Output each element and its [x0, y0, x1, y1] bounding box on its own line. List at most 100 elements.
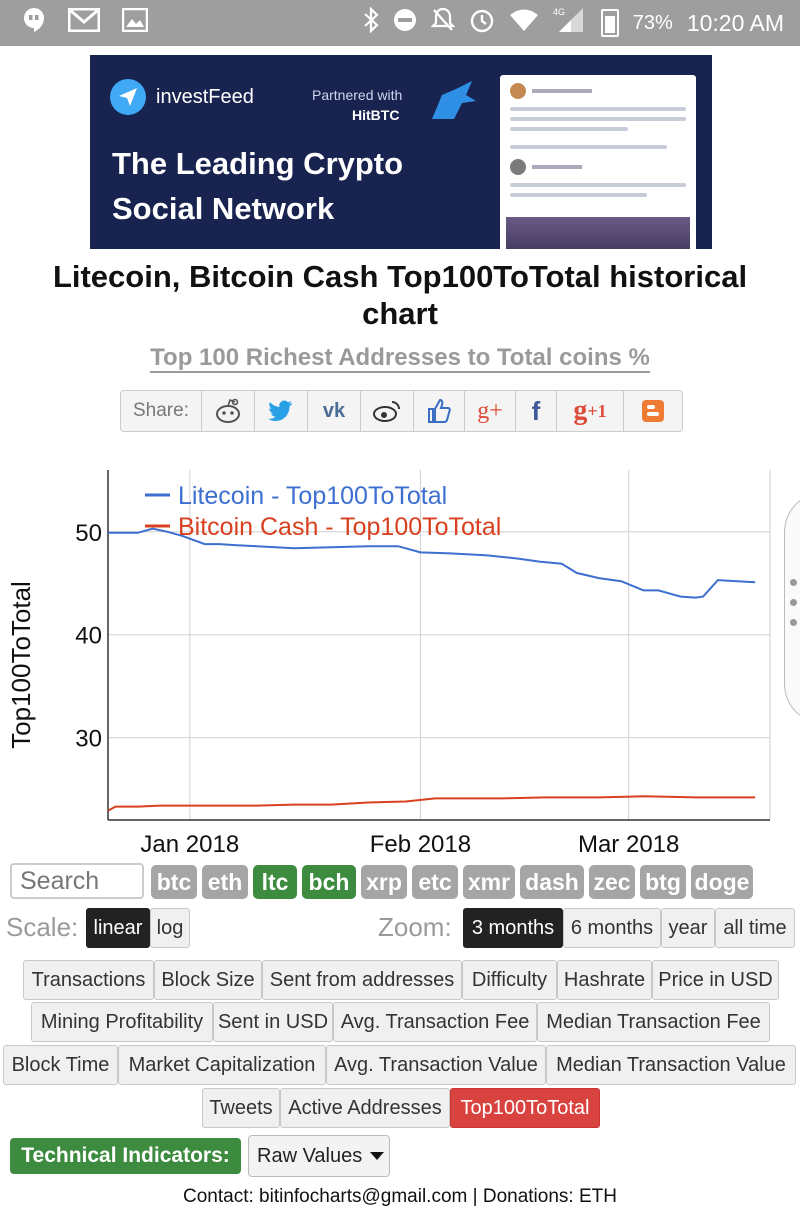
raw-values-select[interactable]: Raw Values: [248, 1135, 390, 1177]
hitbtc-unicorn-icon: [432, 81, 476, 119]
banner-logo: investFeed: [110, 79, 254, 115]
metric-median-transaction-value[interactable]: Median Transaction Value: [546, 1045, 796, 1085]
gmail-icon: [67, 7, 101, 38]
metric-tweets[interactable]: Tweets: [202, 1088, 280, 1128]
handle-dot: [790, 579, 797, 586]
chart-legend: Litecoin - Top100ToTotal Bitcoin Cash - T…: [145, 482, 501, 541]
zoom-year-button[interactable]: year: [661, 908, 715, 948]
coin-button-zec[interactable]: zec: [589, 865, 635, 899]
zoom-label: Zoom:: [378, 912, 452, 942]
share-bar: Share: vk g+ f g +1: [120, 390, 683, 432]
weibo-icon[interactable]: [360, 391, 413, 431]
banner-partner-text: Partnered with: [312, 87, 403, 103]
banner-tagline-line1: The Leading Crypto: [112, 146, 404, 181]
status-bar: 4G 73% 10:20 AM: [0, 0, 800, 46]
google-plus-one-icon[interactable]: g +1: [556, 391, 623, 431]
y-tick-label: 40: [75, 623, 102, 650]
metric-median-transaction-fee[interactable]: Median Transaction Fee: [537, 1002, 770, 1042]
line-chart[interactable]: 30 40 50 Jan 2018 Feb 2018 Mar 2018 Litecoin …: [0, 460, 800, 860]
scale-log-button[interactable]: log: [150, 908, 190, 948]
share-label: Share:: [133, 400, 189, 421]
coin-button-xmr[interactable]: xmr: [463, 865, 515, 899]
y-tick-label: 50: [75, 520, 102, 547]
metric-block-size[interactable]: Block Size: [154, 960, 262, 1000]
page-subtitle[interactable]: Top 100 Richest Addresses to Total coins…: [0, 344, 800, 373]
coin-button-btc[interactable]: btc: [151, 865, 197, 899]
twitter-icon[interactable]: [254, 391, 307, 431]
network-type: 4G: [553, 7, 565, 17]
chart-series: [107, 527, 756, 812]
coin-button-etc[interactable]: etc: [412, 865, 458, 899]
metric-block-time[interactable]: Block Time: [3, 1045, 118, 1085]
metric-top100tototal[interactable]: Top100ToTotal: [450, 1088, 600, 1128]
coin-button-btg[interactable]: btg: [640, 865, 686, 899]
legend-label: Litecoin - Top100ToTotal: [178, 482, 447, 510]
blogger-icon[interactable]: [623, 391, 682, 431]
y-axis-label: Top100ToTotal: [6, 581, 36, 749]
side-panel-handle[interactable]: [784, 492, 800, 724]
coin-button-bch[interactable]: bch: [302, 865, 356, 899]
reddit-icon[interactable]: [201, 391, 254, 431]
chart-grid: [108, 470, 771, 820]
search-input[interactable]: Search: [10, 863, 144, 899]
avatar: [510, 159, 526, 175]
do-not-disturb-icon: [393, 8, 417, 38]
scale-label: Scale:: [6, 912, 79, 942]
metric-sent-from-addresses[interactable]: Sent from addresses: [262, 960, 462, 1000]
banner-brand: investFeed: [156, 85, 254, 108]
banner-partner-name: HitBTC: [352, 107, 400, 123]
x-tick-label: Feb 2018: [370, 831, 471, 858]
coin-button-eth[interactable]: eth: [202, 865, 248, 899]
x-tick-label: Jan 2018: [140, 831, 239, 858]
metric-difficulty[interactable]: Difficulty: [462, 960, 557, 1000]
signal-icon: 4G: [553, 6, 587, 40]
battery-level: 73%: [632, 11, 673, 34]
raw-values-select-value: Raw Values: [257, 1144, 363, 1167]
technical-indicators-label: Technical Indicators:: [10, 1138, 241, 1174]
vk-icon[interactable]: vk: [307, 391, 360, 431]
footer-contact: Contact: bitinfocharts@gmail.com | Donat…: [183, 1186, 617, 1207]
metric-mining-profitability[interactable]: Mining Profitability: [31, 1002, 213, 1042]
banner-tagline: The Leading Crypto Social Network: [112, 141, 403, 231]
handle-dot: [790, 599, 797, 606]
bluetooth-icon: [363, 6, 379, 39]
ad-banner[interactable]: investFeed Partnered with HitBTC The Lea…: [90, 55, 712, 249]
metric-price-in-usd[interactable]: Price in USD: [652, 960, 779, 1000]
paper-plane-icon: [110, 79, 146, 115]
banner-tagline-line2: Social Network: [112, 191, 335, 226]
chart-axes: 30 40 50 Jan 2018 Feb 2018 Mar 2018: [75, 470, 770, 858]
page-title: Litecoin, Bitcoin Cash Top100ToTotal his…: [52, 259, 748, 331]
metric-transactions[interactable]: Transactions: [23, 960, 154, 1000]
metric-sent-in-usd[interactable]: Sent in USD: [213, 1002, 333, 1042]
zoom-3-months-button[interactable]: 3 months: [463, 908, 563, 948]
banner-tweet-card: [500, 151, 696, 249]
metric-active-addresses[interactable]: Active Addresses: [280, 1088, 450, 1128]
y-tick-label: 30: [75, 726, 102, 753]
scale-linear-button[interactable]: linear: [86, 908, 150, 948]
chevron-down-icon: [370, 1152, 385, 1160]
coin-button-doge[interactable]: doge: [691, 865, 753, 899]
coin-button-xrp[interactable]: xrp: [361, 865, 407, 899]
avatar: [510, 83, 526, 99]
google-plus-icon[interactable]: g+: [464, 391, 515, 431]
wifi-icon: [509, 8, 539, 38]
x-tick-label: Mar 2018: [578, 831, 679, 858]
metric-hashrate[interactable]: Hashrate: [557, 960, 652, 1000]
legend-label: Bitcoin Cash - Top100ToTotal: [178, 513, 501, 541]
alarm-icon: [469, 7, 495, 39]
handle-dot: [790, 619, 797, 626]
like-icon[interactable]: [413, 391, 464, 431]
facebook-icon[interactable]: f: [515, 391, 556, 431]
metric-market-capitalization[interactable]: Market Capitalization: [118, 1045, 326, 1085]
notifications-off-icon: [430, 7, 456, 39]
metric-avg-transaction-value[interactable]: Avg. Transaction Value: [326, 1045, 546, 1085]
banner-photo: [506, 217, 690, 249]
zoom-6-months-button[interactable]: 6 months: [563, 908, 661, 948]
hangouts-icon: [22, 7, 46, 39]
coin-button-dash[interactable]: dash: [520, 865, 584, 899]
metric-avg-transaction-fee[interactable]: Avg. Transaction Fee: [333, 1002, 537, 1042]
subtitle-link[interactable]: Top 100 Richest Addresses to Total coins…: [150, 344, 650, 373]
series-line-bitcoin-cash: [107, 795, 756, 812]
coin-button-ltc[interactable]: ltc: [253, 865, 297, 899]
zoom-all-time-button[interactable]: all time: [715, 908, 795, 948]
